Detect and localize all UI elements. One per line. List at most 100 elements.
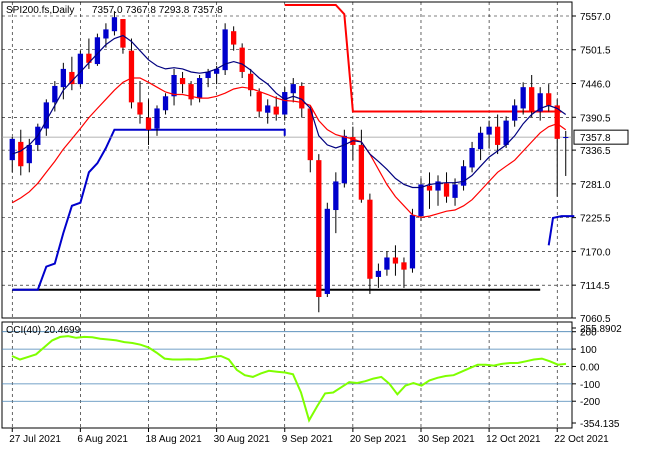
time-axis: 27 Jul 2021 6 Aug 2021 18 Aug 2021 30 Aug 2… (9, 428, 609, 445)
candle-up (341, 135, 347, 184)
candle-up (103, 29, 109, 39)
candle-up (162, 96, 169, 111)
cci-axis-label: -200 (580, 397, 600, 408)
candle-up (537, 93, 543, 112)
overlay-lines (2, 4, 575, 291)
cci-line (11, 335, 567, 423)
candle-up (60, 68, 66, 88)
chart-symbol-label: SPI200.fs,Daily (6, 5, 74, 16)
price-axis-label: 7114.5 (580, 281, 610, 292)
candle-down (128, 50, 135, 103)
candle-down (401, 262, 407, 270)
candle-up (477, 132, 484, 150)
price-axis-label: 7446.0 (580, 80, 611, 91)
fast-moving-average-line (12, 34, 567, 189)
candles (9, 11, 569, 313)
price-axis-label: 7390.5 (580, 113, 611, 124)
cci-pane-frame (1, 321, 573, 429)
candle-down (367, 199, 373, 279)
cci-axis-label: 255.8902 (580, 324, 622, 335)
candle-up (43, 102, 49, 129)
time-axis-label: 27 Jul 2021 (9, 434, 61, 445)
candle-down (494, 126, 501, 145)
candle-down (231, 31, 237, 45)
price-axis-label: 7225.5 (580, 214, 611, 225)
candle-up (94, 37, 101, 65)
candle-up (222, 29, 228, 71)
candle-up (520, 87, 526, 109)
price-axis-label: 7060.5 (580, 314, 611, 325)
candle-down (120, 19, 126, 48)
candle-up (418, 184, 424, 217)
time-axis-label: 9 Sep 2021 (282, 434, 334, 445)
blue-support-trailing-line (12, 128, 286, 291)
cci-levels (2, 331, 572, 402)
candle-up (290, 84, 296, 94)
chart-ohlc-label: 7357.0 7367.8 7293.8 7357.8 (92, 5, 223, 16)
candle-up (171, 74, 177, 97)
candle-up (52, 85, 58, 103)
price-axis-label: 7557.0 (580, 12, 611, 23)
candle-up (213, 68, 220, 74)
price-axis-label: 7501.5 (580, 46, 611, 57)
candle-down (137, 102, 143, 115)
candle-down (18, 141, 24, 167)
cci-value-label: 20.4699 (44, 325, 81, 336)
candle-down (273, 106, 279, 115)
candle-down (239, 47, 245, 72)
candle-up (375, 270, 382, 277)
candle-up (409, 214, 416, 269)
red-resistance-trailing-line (284, 4, 562, 113)
candle-down (546, 93, 552, 106)
candle-down (392, 257, 399, 264)
candle-down (86, 53, 92, 63)
candle-down (248, 73, 254, 91)
cci-value-line (11, 335, 567, 423)
candle-up (265, 105, 271, 113)
time-axis-label: 6 Aug 2021 (77, 434, 128, 445)
cci-axis-label: 200 (580, 328, 597, 339)
last-price-tag (573, 129, 629, 145)
candle-up (324, 208, 330, 294)
time-axis-label: 12 Oct 2021 (486, 434, 541, 445)
candle-up (26, 144, 32, 164)
price-pane: 7557.0 7501.5 7446.0 7390.5 7336.5 7281.0 7225… (1, 1, 629, 325)
candle-down (256, 92, 262, 112)
cci-name-label: CCI(40) (6, 325, 41, 336)
price-axis-label: 7170.0 (580, 247, 611, 258)
candle-up (9, 138, 15, 161)
blue-support-trailing-line (547, 215, 575, 246)
candle-up (469, 147, 475, 168)
candle-up (282, 92, 288, 115)
candle-up (154, 108, 160, 129)
moving-averages (12, 34, 567, 218)
candle-down (188, 84, 194, 100)
candle-down (69, 71, 75, 85)
candle-down (316, 160, 322, 298)
cci-grid (2, 322, 572, 428)
cci-axis-label: 0.00 (580, 362, 600, 373)
candle-up (486, 126, 492, 135)
last-price-tag-label: 7357.8 (580, 133, 611, 144)
candle-up (111, 17, 118, 32)
candle-down (443, 183, 450, 197)
candle-down (299, 85, 305, 109)
candle-down (529, 87, 535, 112)
price-pane-frame (1, 1, 573, 319)
candle-up (205, 71, 211, 79)
time-axis-label: 30 Sep 2021 (418, 434, 475, 445)
time-axis-label: 18 Aug 2021 (146, 434, 203, 445)
cci-axis-label: -354.135 (580, 419, 620, 430)
cci-axis-label: 100 (580, 345, 597, 356)
price-axis-label: 7281.0 (580, 180, 611, 191)
time-axis-label: 20 Sep 2021 (350, 434, 407, 445)
candle-up (435, 181, 441, 191)
time-axis-label: 30 Aug 2021 (214, 434, 271, 445)
candle-up (503, 120, 509, 145)
price-axis: 7557.0 7501.5 7446.0 7390.5 7336.5 7281.0 7225… (572, 12, 629, 325)
candle-down (179, 78, 186, 85)
cci-axis-label: -100 (580, 380, 600, 391)
